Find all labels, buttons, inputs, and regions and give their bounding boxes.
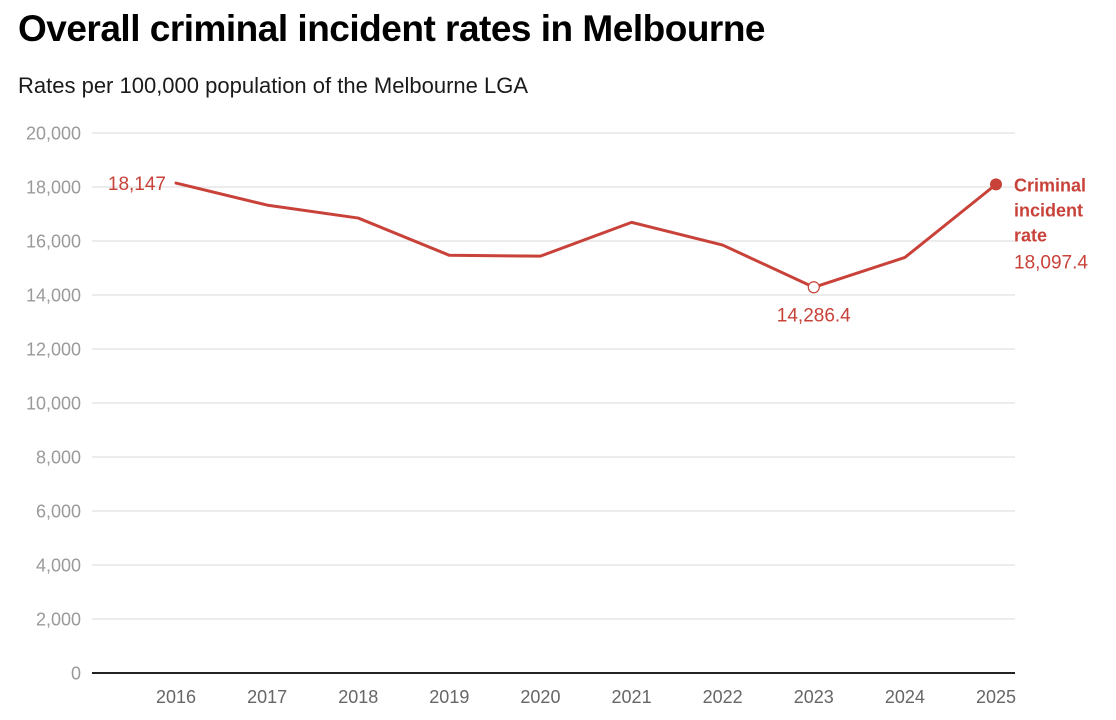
x-tick-label: 2016 (156, 687, 196, 707)
x-axis-ticks: 2016 2017 2018 2019 2020 2021 2022 2023 2024 2025 (156, 687, 1016, 707)
y-tick-label: 6,000 (36, 502, 81, 522)
y-axis-ticks: 0 2,000 4,000 6,000 8,000 10,000 12,000 14,000 1… (26, 124, 81, 684)
chart-title: Overall criminal incident rates in Melbo… (18, 8, 766, 49)
legend-label-line: incident (1014, 200, 1083, 220)
y-tick-label: 12,000 (26, 340, 81, 360)
x-tick-label: 2019 (429, 687, 469, 707)
x-tick-label: 2022 (703, 687, 743, 707)
x-tick-label: 2018 (338, 687, 378, 707)
series-line-criminal-incident-rate (174, 181, 998, 289)
x-tick-label: 2024 (885, 687, 925, 707)
min-point-marker (807, 281, 820, 294)
x-tick-label: 2023 (794, 687, 834, 707)
data-label-min: 14,286.4 (777, 305, 851, 326)
x-tick-label: 2020 (520, 687, 560, 707)
y-tick-label: 18,000 (26, 178, 81, 198)
data-label-start: 18,147 (108, 174, 166, 195)
y-tick-label: 8,000 (36, 448, 81, 468)
x-tick-label: 2021 (612, 687, 652, 707)
y-tick-label: 0 (71, 664, 81, 684)
data-label-end: 18,097.4 (1014, 252, 1088, 273)
y-tick-label: 20,000 (26, 124, 81, 144)
x-tick-label: 2025 (976, 687, 1016, 707)
legend-label-line: Criminal (1014, 175, 1086, 195)
y-tick-label: 4,000 (36, 556, 81, 576)
x-tick-label: 2017 (247, 687, 287, 707)
end-point-marker (990, 178, 1002, 191)
y-tick-label: 10,000 (26, 394, 81, 414)
gridlines (92, 132, 1015, 674)
chart-subtitle: Rates per 100,000 population of the Melb… (18, 73, 529, 98)
y-tick-label: 2,000 (36, 610, 81, 630)
legend-label-line: rate (1014, 225, 1047, 245)
series (174, 181, 998, 289)
y-tick-label: 16,000 (26, 232, 81, 252)
annotations: 18,147 14,286.4 18,097.4 Criminal incident ra… (108, 174, 1089, 326)
y-tick-label: 14,000 (26, 286, 81, 306)
